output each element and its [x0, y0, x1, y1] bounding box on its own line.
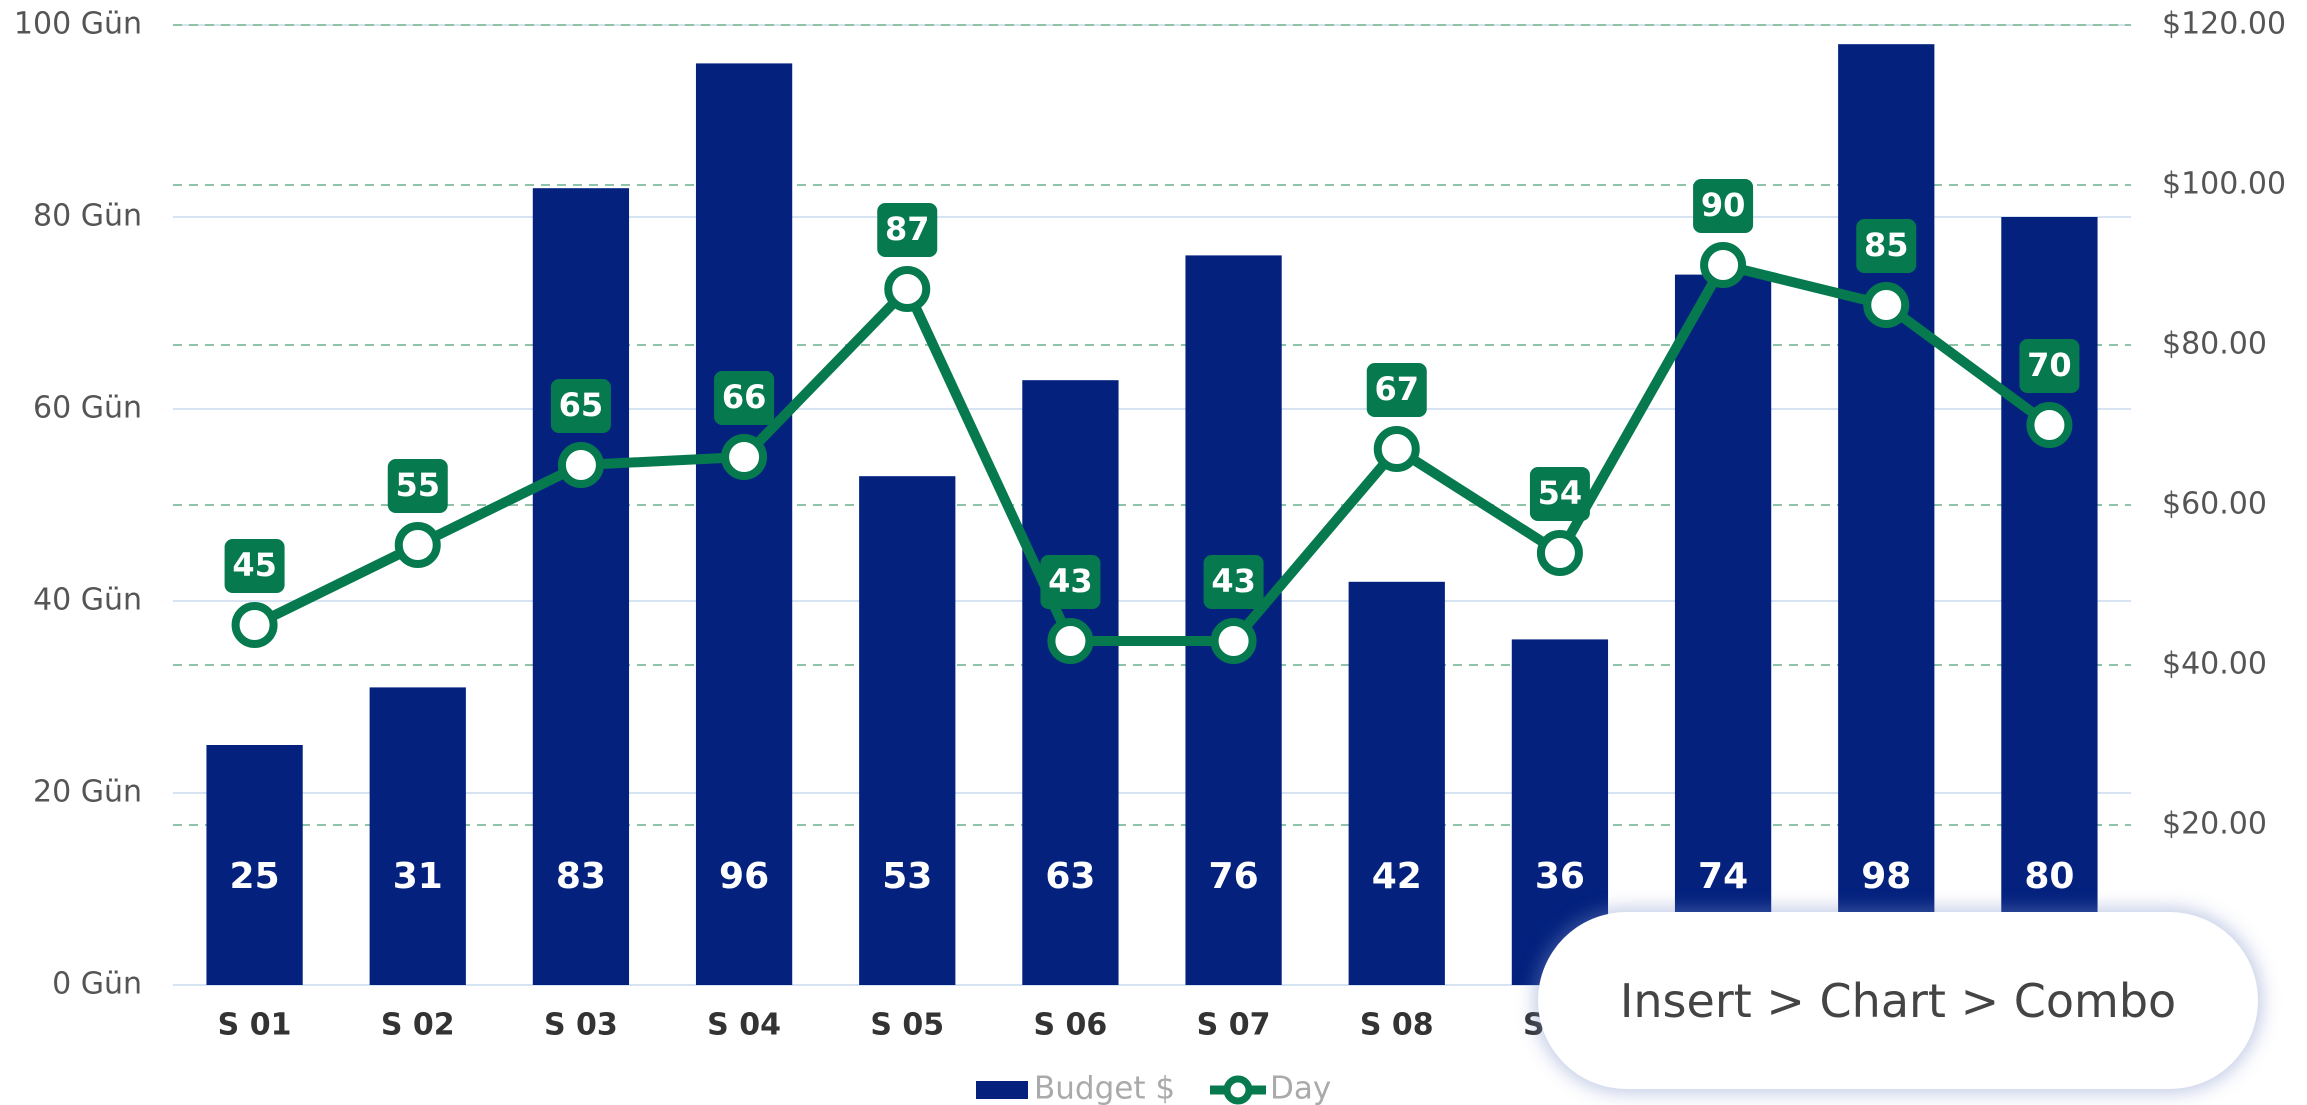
x-tick-label: S 07 — [1197, 1008, 1271, 1043]
x-tick-label: S 06 — [1034, 1008, 1108, 1043]
line-value-label: 70 — [2027, 346, 2072, 384]
data-label-box — [224, 539, 285, 593]
y2-tick-label: $60.00 — [2162, 487, 2267, 522]
line-marker — [884, 266, 931, 312]
bar-value-label: 31 — [393, 856, 443, 897]
line-marker — [1047, 618, 1094, 664]
y-tick-label: 0 Gün — [52, 967, 142, 1002]
data-label-box — [877, 203, 938, 257]
data-label-box — [1529, 467, 1590, 521]
data-label-box — [1203, 555, 1264, 609]
annotation: Insert > Chart > Combo — [1538, 912, 2258, 1089]
bar — [695, 63, 793, 985]
legend-label: Budget $ — [1034, 1071, 1175, 1105]
data-label-box — [1856, 219, 1917, 273]
line-value-label: 87 — [885, 210, 930, 248]
bar-value-label: 63 — [1045, 856, 1095, 897]
data-label-box — [1040, 555, 1101, 609]
line-marker — [2026, 402, 2073, 448]
line-value-label: 54 — [1538, 474, 1583, 512]
data-label-box — [550, 379, 611, 433]
x-tick-label: S 03 — [544, 1008, 618, 1043]
line-value-label: 65 — [559, 386, 604, 424]
line-value-label: 66 — [722, 378, 767, 416]
x-tick-label: S 04 — [707, 1008, 781, 1043]
bar-value-label: 83 — [556, 856, 606, 897]
y2-tick-label: $80.00 — [2162, 327, 2267, 362]
bar — [1674, 274, 1772, 986]
bar-value-label: 76 — [1209, 856, 1259, 897]
bar — [369, 687, 466, 985]
line-marker — [231, 602, 278, 648]
line-marker — [1210, 618, 1257, 664]
bar — [206, 745, 303, 985]
line-marker — [1863, 282, 1910, 328]
y2-tick-label: $40.00 — [2162, 647, 2267, 682]
line — [252, 260, 2053, 646]
bar — [1838, 44, 1935, 985]
bar-value-label: 80 — [2024, 856, 2074, 897]
line-value-label: 85 — [1864, 226, 1909, 264]
bar-value-label: 74 — [1698, 856, 1748, 897]
bar — [859, 476, 956, 985]
y2-tick-label: $20.00 — [2162, 807, 2267, 842]
bar-value-label: 25 — [230, 856, 280, 897]
data-label-box — [387, 459, 448, 513]
bar — [1348, 581, 1445, 985]
bar-value-label: 53 — [882, 856, 932, 897]
y2-tick-label: $100.00 — [2162, 167, 2286, 202]
line-marker — [1373, 426, 1420, 472]
line-value-label: 90 — [1701, 186, 1746, 224]
bar — [1022, 380, 1119, 985]
bar-value-label: 96 — [719, 856, 769, 897]
legend-label: Day — [1270, 1071, 1331, 1105]
legend-swatch — [1223, 1075, 1253, 1105]
line-value-label: 55 — [395, 466, 440, 504]
y-tick-label: 100 Gün — [14, 7, 142, 42]
line-marker — [1700, 242, 1747, 288]
y-tick-label: 20 Gün — [33, 775, 142, 810]
data-label-box — [714, 371, 775, 425]
bar-value-label: 36 — [1535, 856, 1585, 897]
y-tick-label: 60 Gün — [33, 391, 142, 426]
line-value-label: 67 — [1374, 370, 1419, 408]
y-tick-label: 80 Gün — [33, 199, 142, 234]
data-label-box — [1693, 179, 1754, 233]
bar — [532, 188, 630, 985]
line-marker — [394, 522, 441, 568]
legend-swatch — [976, 1081, 1028, 1099]
x-tick-label: S 01 — [218, 1008, 292, 1043]
y2-tick-label: $120.00 — [2162, 7, 2286, 42]
y-tick-label: 40 Gün — [33, 583, 142, 618]
line-value-label: 43 — [1211, 562, 1256, 600]
x-tick-label: S 02 — [381, 1008, 455, 1043]
data-label-box — [1366, 363, 1427, 417]
line-marker — [721, 434, 768, 480]
bar-value-label: 42 — [1372, 856, 1422, 897]
line-value-label: 43 — [1048, 562, 1093, 600]
x-tick-label: S 08 — [1360, 1008, 1434, 1043]
data-label-box — [2019, 339, 2080, 393]
x-tick-label: S 05 — [870, 1008, 944, 1043]
bar-value-label: 98 — [1861, 856, 1911, 897]
line-value-label: 45 — [232, 546, 277, 584]
line-marker — [557, 442, 604, 488]
line-marker — [1536, 530, 1583, 576]
